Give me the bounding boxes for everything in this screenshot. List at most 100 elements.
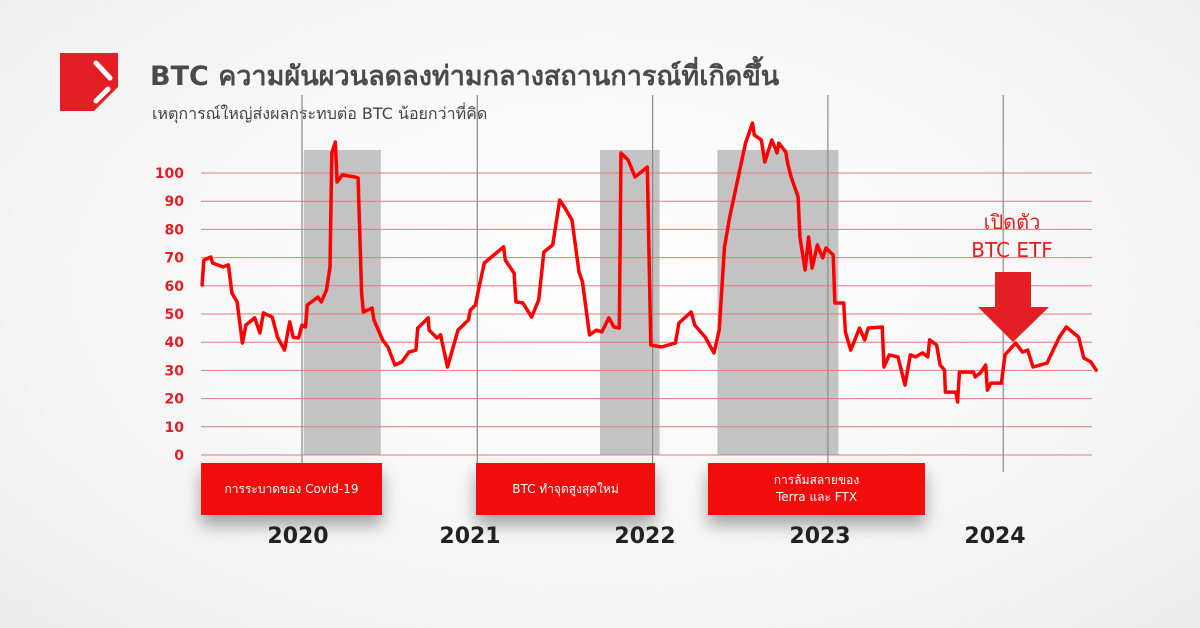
data-point bbox=[957, 370, 961, 374]
y-tick-label: 40 bbox=[165, 335, 185, 351]
data-point bbox=[984, 363, 988, 367]
data-point bbox=[261, 311, 265, 315]
data-point bbox=[456, 328, 460, 332]
data-point bbox=[521, 301, 525, 305]
data-point bbox=[677, 321, 681, 325]
data-point bbox=[903, 383, 907, 387]
data-point bbox=[921, 351, 925, 355]
data-point bbox=[305, 303, 309, 307]
data-point bbox=[230, 291, 234, 295]
data-point bbox=[580, 280, 584, 284]
data-point bbox=[211, 261, 215, 265]
data-point bbox=[956, 400, 960, 404]
data-point bbox=[703, 335, 707, 339]
page-title: BTC ความผันผวนลดลงท่ามกลางสถานการณ์ที่เก… bbox=[150, 61, 780, 92]
data-point bbox=[1013, 341, 1017, 345]
data-point bbox=[288, 320, 292, 324]
data-point bbox=[777, 141, 781, 145]
y-tick-label: 60 bbox=[165, 279, 185, 295]
data-point bbox=[282, 348, 286, 352]
data-point bbox=[770, 138, 774, 142]
data-point bbox=[866, 326, 870, 330]
x-tick-label: 2022 bbox=[614, 524, 676, 549]
data-point bbox=[291, 335, 295, 339]
data-point bbox=[467, 318, 471, 322]
data-point bbox=[824, 246, 828, 250]
data-point bbox=[985, 388, 989, 392]
data-point bbox=[1064, 325, 1068, 329]
data-point bbox=[649, 343, 653, 347]
data-point bbox=[938, 363, 942, 367]
data-point bbox=[407, 350, 411, 354]
event-covid: การระบาดของ Covid-19 bbox=[201, 463, 382, 515]
data-point bbox=[843, 330, 847, 334]
etf-annotation-line1: เปิดตัว bbox=[983, 210, 1041, 234]
data-point bbox=[722, 245, 726, 249]
data-point bbox=[954, 390, 958, 394]
data-point bbox=[712, 351, 716, 355]
data-point bbox=[235, 300, 239, 304]
data-point bbox=[689, 310, 693, 314]
data-point bbox=[1020, 350, 1024, 354]
data-point bbox=[563, 206, 567, 210]
page-subtitle: เหตุการณ์ใหญ่ส่งผลกระทบต่อ BTC น้อยกว่าท… bbox=[152, 104, 488, 123]
data-point bbox=[978, 371, 982, 375]
data-point bbox=[435, 336, 439, 340]
data-point bbox=[426, 316, 430, 320]
data-point bbox=[775, 151, 779, 155]
data-point bbox=[335, 180, 339, 184]
data-point bbox=[468, 308, 472, 312]
data-point bbox=[810, 266, 814, 270]
data-point bbox=[587, 333, 591, 337]
data-point bbox=[857, 326, 861, 330]
data-point bbox=[512, 271, 516, 275]
data-point bbox=[1094, 368, 1098, 372]
y-tick-label: 10 bbox=[165, 420, 185, 436]
data-point bbox=[240, 341, 244, 345]
data-point bbox=[717, 328, 721, 332]
data-point bbox=[607, 316, 611, 320]
shaded-period bbox=[303, 150, 381, 455]
data-point bbox=[393, 363, 397, 367]
data-point bbox=[728, 215, 732, 219]
data-point bbox=[330, 151, 334, 155]
data-point bbox=[617, 326, 621, 330]
event-terra-ftx: การล้มสลายของ Terra และ FTX bbox=[708, 463, 925, 515]
data-point bbox=[759, 138, 763, 142]
x-tick-label: 2021 bbox=[439, 524, 501, 549]
x-tick-label: 2023 bbox=[789, 524, 851, 549]
data-point bbox=[928, 338, 932, 342]
data-point bbox=[416, 326, 420, 330]
x-tick-label: 2024 bbox=[964, 524, 1026, 549]
data-point bbox=[258, 331, 262, 335]
data-point bbox=[400, 360, 404, 364]
data-point bbox=[328, 265, 332, 269]
data-point bbox=[356, 176, 360, 180]
data-point bbox=[803, 268, 807, 272]
data-point bbox=[896, 355, 900, 359]
data-point bbox=[503, 258, 507, 262]
data-point bbox=[744, 141, 748, 145]
data-point bbox=[537, 298, 541, 302]
data-point bbox=[763, 160, 767, 164]
data-point bbox=[319, 300, 323, 304]
data-point bbox=[1031, 365, 1035, 369]
data-point bbox=[502, 245, 506, 249]
data-point bbox=[789, 175, 793, 179]
data-point bbox=[202, 258, 206, 262]
data-point bbox=[645, 165, 649, 169]
data-point bbox=[612, 325, 616, 329]
data-point bbox=[1026, 348, 1030, 352]
data-point bbox=[633, 175, 637, 179]
data-point bbox=[221, 265, 225, 269]
data-point bbox=[514, 300, 518, 304]
data-point bbox=[833, 301, 837, 305]
data-point bbox=[340, 173, 344, 177]
x-tick-label: 2020 bbox=[267, 524, 329, 549]
data-point bbox=[209, 255, 213, 259]
data-point bbox=[831, 253, 835, 257]
y-tick-label: 0 bbox=[174, 448, 184, 464]
data-point bbox=[333, 140, 337, 144]
arrow-down-icon bbox=[978, 272, 1049, 342]
